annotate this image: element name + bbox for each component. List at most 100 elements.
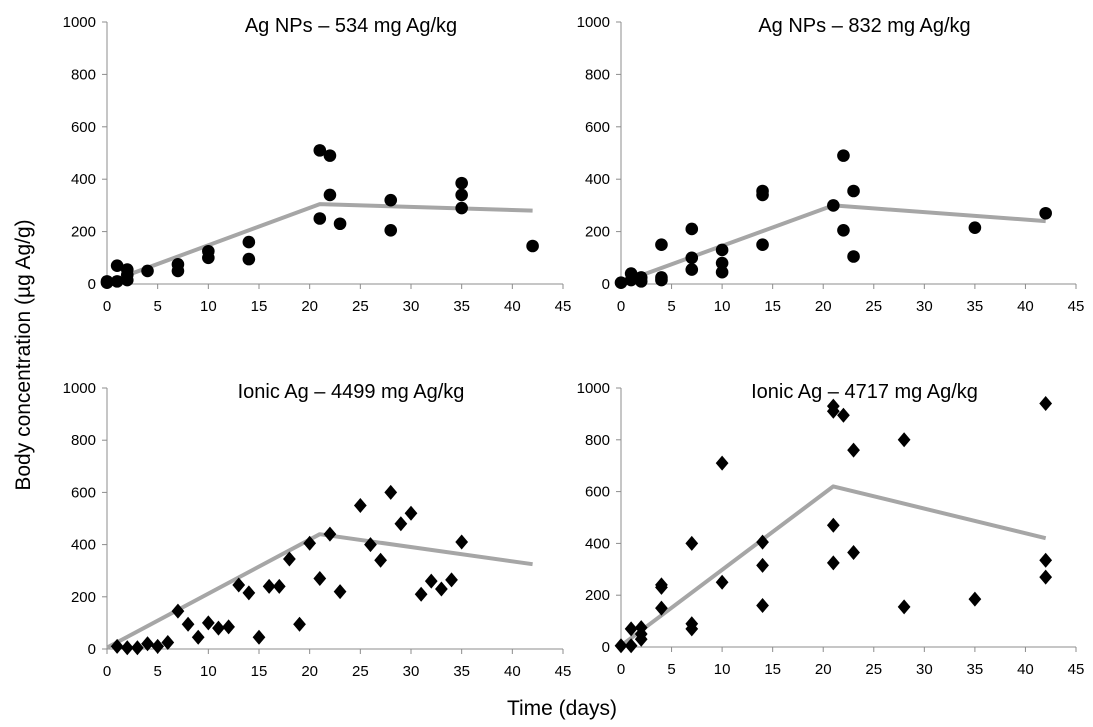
data-point	[313, 144, 327, 157]
y-tick-label: 1000	[577, 14, 610, 31]
data-point	[826, 403, 840, 419]
data-point	[968, 591, 982, 607]
data-point	[120, 640, 134, 656]
x-tick-label: 5	[153, 298, 161, 315]
data-point	[303, 535, 317, 551]
data-point	[1039, 569, 1053, 585]
y-tick-label: 800	[71, 66, 96, 83]
y-tick-label: 200	[71, 589, 96, 606]
y-tick-label: 0	[88, 641, 96, 658]
data-point	[120, 263, 134, 276]
data-point	[685, 621, 699, 637]
x-tick-label: 30	[403, 298, 420, 315]
data-point	[445, 572, 458, 588]
data-point	[685, 263, 699, 276]
x-tick-label: 10	[200, 663, 217, 680]
data-point	[262, 578, 276, 594]
data-point	[435, 581, 448, 597]
x-tick-label: 10	[200, 298, 217, 315]
x-tick-label: 35	[967, 298, 984, 315]
x-tick-label: 15	[764, 661, 781, 678]
data-point	[655, 238, 668, 251]
data-point	[756, 534, 769, 550]
data-point	[634, 271, 648, 284]
x-tick-label: 25	[352, 663, 369, 680]
data-point	[715, 265, 729, 279]
x-tick-label: 25	[865, 298, 882, 315]
data-point	[161, 634, 175, 650]
data-point	[756, 557, 769, 573]
y-tick-label: 400	[585, 535, 610, 552]
y-tick-label: 800	[71, 432, 96, 449]
data-point	[614, 638, 628, 654]
data-point	[151, 638, 165, 654]
data-point	[313, 212, 327, 225]
data-point	[242, 235, 256, 249]
data-point	[624, 273, 638, 287]
data-point	[272, 578, 286, 594]
y-tick-label: 800	[585, 432, 610, 449]
x-tick-label: 45	[1068, 298, 1085, 315]
y-tick-label: 800	[585, 66, 610, 83]
data-point	[897, 432, 911, 448]
data-point	[715, 256, 729, 270]
data-point	[333, 217, 347, 231]
x-tick-label: 15	[251, 663, 268, 680]
x-tick-label: 0	[103, 298, 111, 315]
data-point	[634, 631, 648, 647]
data-point	[201, 615, 215, 631]
data-point	[455, 176, 468, 190]
x-tick-label: 0	[617, 298, 625, 315]
x-tick-label: 0	[103, 663, 111, 680]
chart-title: Ionic Ag – 4717 mg Ag/kg	[751, 381, 978, 403]
data-point	[394, 516, 408, 532]
data-point	[353, 497, 367, 513]
model-fit-line	[106, 532, 533, 650]
x-tick-label: 5	[153, 663, 161, 680]
x-tick-label: 15	[764, 298, 781, 315]
x-tick-label: 15	[251, 298, 268, 315]
chart-panel-ionic-ag-4499: 0 200 400 600 800 1000 0 5 10 15 20 25 30 35 40 45 Ionic…	[63, 380, 572, 680]
data-point	[455, 188, 468, 202]
data-point	[826, 517, 840, 533]
x-tick-label: 20	[301, 298, 318, 315]
x-tick-label: 0	[617, 661, 625, 678]
data-point	[100, 275, 114, 288]
data-point	[756, 188, 769, 202]
data-point	[847, 250, 860, 263]
x-tick-label: 20	[815, 298, 832, 315]
data-point	[141, 264, 154, 278]
y-tick-label: 0	[88, 276, 96, 293]
chart-title: Ionic Ag – 4499 mg Ag/kg	[238, 381, 465, 403]
data-point	[715, 574, 729, 590]
y-tick-label: 600	[585, 119, 610, 136]
y-tick-label: 400	[71, 171, 96, 188]
x-tick-label: 40	[504, 298, 521, 315]
data-point	[404, 505, 418, 521]
data-point	[232, 577, 246, 593]
data-point	[685, 251, 699, 265]
y-tick-label: 1000	[577, 380, 610, 397]
data-point	[837, 223, 850, 237]
chart-panel-ag-nps-534: 0 200 400 600 800 1000 0 5 10 15 20 25 30 35 40 45 Ag NP…	[63, 14, 572, 315]
data-point	[414, 586, 428, 602]
data-point	[384, 484, 398, 500]
x-tick-label: 30	[403, 663, 420, 680]
y-tick-label: 200	[585, 587, 610, 604]
data-point	[847, 184, 860, 198]
data-point	[181, 616, 195, 632]
x-tick-label: 45	[555, 298, 572, 315]
x-tick-label: 40	[504, 663, 521, 680]
data-point	[756, 598, 769, 614]
data-point	[222, 619, 235, 635]
x-tick-label: 30	[916, 298, 933, 315]
data-point	[685, 222, 699, 236]
data-point	[624, 638, 638, 654]
data-point	[526, 239, 539, 253]
data-point	[847, 544, 860, 560]
data-point	[323, 149, 337, 162]
data-point	[1039, 552, 1053, 568]
data-point	[313, 571, 327, 587]
chart-panel-ag-nps-832: 0 200 400 600 800 1000 0 5 10 15 20 25 30 35 40 45 Ag NP…	[577, 14, 1085, 315]
